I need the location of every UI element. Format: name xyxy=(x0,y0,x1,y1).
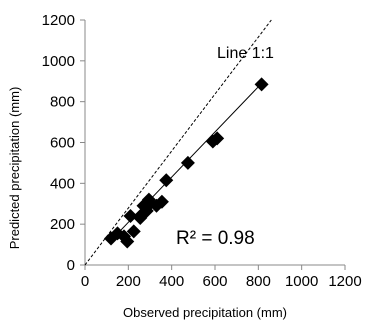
data-point xyxy=(154,194,169,209)
data-point xyxy=(126,224,141,239)
x-axis-title: Observed precipitation (mm) xyxy=(123,305,287,320)
tick-labels: 0 200 400 600 800 1000 1200 0 200 400 600 800 1000 12… xyxy=(42,12,362,290)
y-tick-label: 400 xyxy=(50,175,75,192)
y-tick-label: 1000 xyxy=(42,53,75,70)
plot-area xyxy=(80,19,346,270)
x-tick-label: 200 xyxy=(116,273,141,290)
line-1-1-label: Line 1:1 xyxy=(217,45,274,62)
x-tick-label: 1000 xyxy=(285,273,318,290)
data-point xyxy=(254,77,269,92)
data-point xyxy=(123,209,138,223)
data-point xyxy=(210,131,225,146)
y-tick-label: 200 xyxy=(50,216,75,233)
y-axis-title: Predicted precipitation (mm) xyxy=(7,87,22,250)
data-point xyxy=(159,173,174,188)
x-tick-label: 800 xyxy=(246,273,271,290)
line-1-1 xyxy=(84,19,272,266)
y-tick-label: 800 xyxy=(50,94,75,111)
x-tick-label: 400 xyxy=(159,273,184,290)
data-point xyxy=(120,234,135,249)
y-tick-label: 600 xyxy=(50,135,75,152)
x-tick-label: 600 xyxy=(202,273,227,290)
y-tick-label: 1200 xyxy=(42,12,75,29)
data-point xyxy=(180,155,195,170)
x-tick-label: 1200 xyxy=(328,273,361,290)
y-tick-label: 0 xyxy=(67,257,75,274)
x-tick-label: 0 xyxy=(81,273,89,290)
r-squared-label: R² = 0.98 xyxy=(176,228,255,249)
